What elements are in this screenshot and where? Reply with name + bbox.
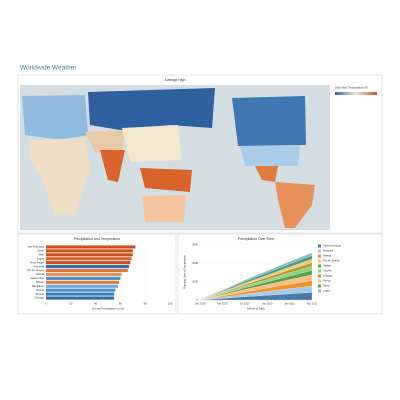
y-tick-label: Lagos <box>37 256 45 260</box>
map-panel: Average High Daily Max Temperature (F) <box>17 74 383 234</box>
x-tick-label: 0 <box>45 302 47 306</box>
dashboard-title: Worldwide Weather <box>20 65 77 72</box>
legend-label: Lagos <box>323 289 331 293</box>
x-tick-label: Apr 2010 <box>217 302 228 306</box>
legend-swatch <box>318 259 321 263</box>
bar <box>46 292 115 296</box>
bar <box>46 261 131 265</box>
chart-title: Precipitation Over Time <box>238 237 274 241</box>
legend-label: Toronto <box>323 269 332 273</box>
area <box>199 252 313 299</box>
map-title: Average High <box>164 78 185 82</box>
y-tick-label: Montreal <box>34 264 45 268</box>
bar <box>46 249 133 253</box>
x-tick-label: Jan 2011 <box>284 302 295 306</box>
india <box>100 150 125 182</box>
x-tick-label: Jan 2010 <box>195 302 206 306</box>
usa <box>240 146 300 166</box>
bar <box>46 245 136 249</box>
middle-east <box>85 130 125 152</box>
legend-swatch <box>318 289 321 293</box>
y-tick-label: 1000 <box>192 279 198 283</box>
legend-swatch <box>318 284 321 288</box>
canada <box>232 96 306 146</box>
x-tick-label: 60 <box>119 302 123 306</box>
y-tick-label: Chicago <box>34 296 44 300</box>
legend-label: Chicago <box>323 274 333 278</box>
bar <box>46 257 132 261</box>
legend-swatch <box>318 269 321 273</box>
y-tick-label: Hudson Bay <box>30 276 45 280</box>
mexico <box>255 166 278 182</box>
x-axis-label: Month of Date <box>247 307 265 311</box>
south-america <box>275 182 315 228</box>
x-axis-label: Annual Precipitation (mm) <box>92 307 124 311</box>
y-axis-label: Running Sum of Precipitation <box>183 255 187 289</box>
bar <box>46 280 120 284</box>
x-tick-label: Oct 2010 <box>262 302 273 306</box>
y-tick-label: Male <box>38 253 44 257</box>
legend-label: Santo Domingo <box>323 244 341 248</box>
x-tick-label: 40 <box>94 302 98 306</box>
y-tick-label: Bangalore <box>32 284 44 288</box>
legend-swatch <box>318 244 321 248</box>
legend-gradient <box>335 92 377 95</box>
y-tick-label: 0 <box>197 298 199 302</box>
x-tick-label: Apr 2011 <box>307 302 318 306</box>
bar <box>46 288 116 292</box>
bar <box>46 296 115 300</box>
russia <box>88 88 215 130</box>
y-tick-label: Atlanta <box>36 272 45 276</box>
y-tick-label: Toronto <box>35 292 44 296</box>
x-tick-label: 20 <box>69 302 73 306</box>
y-tick-label: San Francisco <box>27 245 44 249</box>
y-tick-label: Porto Alegre <box>30 260 45 264</box>
bar <box>46 268 128 273</box>
y-tick-label: Rio de Janeiro <box>27 268 44 272</box>
se-asia <box>140 168 192 192</box>
chart-title: Precipitation and Temperature <box>74 237 121 241</box>
australia <box>142 195 186 222</box>
legend-label: Detroit <box>323 279 331 283</box>
y-tick-label: Seoul <box>37 249 44 253</box>
bar <box>46 276 121 280</box>
bar <box>46 253 133 257</box>
legend-label: Rio de Janeiro <box>323 259 340 263</box>
china <box>122 125 182 162</box>
y-tick-label: Detroit <box>36 288 44 292</box>
legend-label: Seattle <box>323 264 332 268</box>
legend-label: Atlanta <box>323 254 332 258</box>
y-tick-label: 2000 <box>192 261 198 265</box>
legend-title: Daily Max Temperature (F) <box>335 86 368 90</box>
bar <box>46 284 118 288</box>
europe <box>22 95 88 140</box>
legend-swatch <box>318 274 321 278</box>
legend-label: Montreal <box>323 249 334 253</box>
legend-swatch <box>318 279 321 283</box>
x-tick-label: Jul 2010 <box>240 302 250 306</box>
bar <box>46 272 122 277</box>
y-tick-label: Wuhan <box>36 280 45 284</box>
y-tick-label: 3000 <box>192 243 198 247</box>
legend-label: Seoul <box>323 284 330 288</box>
legend-swatch <box>318 249 321 253</box>
legend-swatch <box>318 254 321 258</box>
africa <box>30 138 90 215</box>
x-tick-label: 80 <box>144 302 148 306</box>
legend-swatch <box>318 264 321 268</box>
bar <box>46 265 130 269</box>
x-tick-label: 100 <box>168 302 173 306</box>
